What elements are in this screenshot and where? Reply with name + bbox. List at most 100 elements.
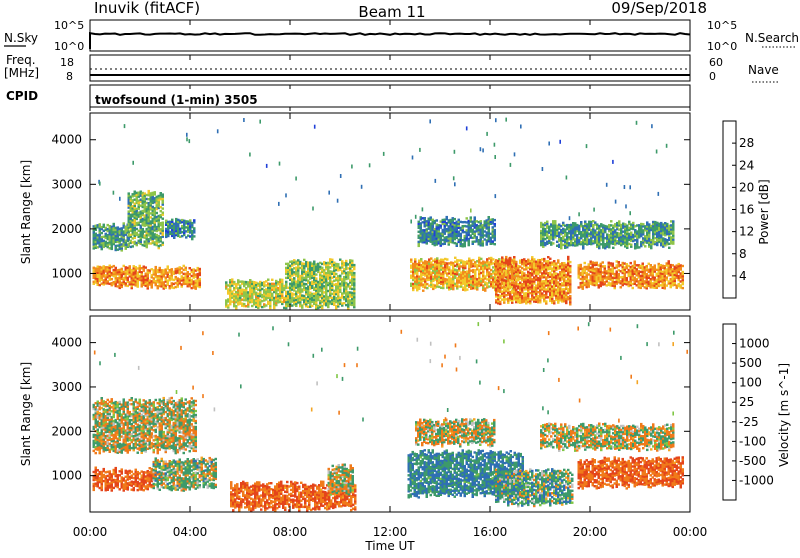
echo-cell [331, 287, 334, 289]
echo-cell [531, 256, 534, 258]
echo-cell [602, 261, 605, 263]
radar-title: Inuvik (fitACF) [94, 0, 200, 17]
echo-cell [410, 259, 413, 261]
echo-cell [162, 207, 165, 209]
echo-cell [567, 256, 570, 258]
echo-cell [642, 263, 645, 265]
echo-cell [668, 260, 671, 262]
echo-cell [604, 265, 607, 267]
echo-cell [446, 258, 449, 260]
echo-cell [424, 217, 427, 219]
echo-cell [494, 219, 497, 221]
echo-cell [580, 221, 583, 223]
echo-cell [313, 261, 316, 263]
echo-cell [154, 191, 157, 193]
echo-cell [115, 267, 118, 269]
freq-label-2: [MHz] [4, 66, 39, 80]
echo-cell [243, 303, 246, 305]
cpid-panel: CPID twofsound (1-min) 3505 [6, 85, 690, 107]
nave-label: Nave [748, 63, 779, 77]
noise-panel: N.Sky 10^5 10^0 10^5 10^0 N.Search [4, 19, 799, 53]
freq-tick-high: 18 [60, 56, 74, 69]
echo-cell [644, 245, 647, 247]
freq-label-1: Freq. [6, 53, 36, 67]
echo-cell [580, 264, 583, 266]
echo-cell [499, 301, 502, 303]
echo-cell [155, 266, 158, 268]
echo-cell [171, 219, 174, 221]
echo-cell [480, 258, 483, 260]
echo-cell [472, 259, 475, 261]
echo-cell [446, 216, 449, 218]
echo-cell [569, 267, 572, 269]
echo-cell [476, 288, 479, 290]
echo-cell [488, 216, 491, 218]
echo-cell [515, 261, 518, 263]
echo-cell [293, 277, 296, 279]
noise-right-tick-high: 10^5 [707, 19, 737, 32]
echo-cell [682, 287, 685, 289]
echo-cell [533, 258, 536, 260]
cpid-label: CPID [6, 89, 38, 103]
echo-cell [552, 242, 555, 244]
echo-cell [162, 212, 165, 214]
echo-cell [584, 262, 587, 264]
echo-cell [626, 277, 629, 279]
echo-cell [121, 268, 124, 270]
echo-cell [162, 218, 165, 220]
echo-cell [632, 222, 635, 224]
echo-cell [281, 279, 284, 281]
echo-cell [612, 247, 615, 249]
echo-cell [134, 205, 137, 207]
echo-cell [339, 275, 342, 277]
echo-cell [509, 257, 512, 259]
echo-cell [596, 262, 599, 264]
echo-region [225, 278, 286, 309]
echo-cell [646, 265, 649, 267]
echo-cell [569, 295, 572, 297]
noise-left-tick-low: 10^0 [54, 40, 84, 53]
echo-cell [430, 216, 433, 218]
echo-cell [335, 273, 338, 275]
echo-cell [664, 281, 667, 283]
echo-cell [569, 261, 572, 263]
noise-sky-trace [90, 33, 690, 49]
echo-cell [636, 242, 639, 244]
cpid-text: twofsound (1-min) 3505 [95, 93, 258, 107]
echo-cell [448, 266, 451, 268]
echo-cell [193, 227, 196, 229]
echo-cell [103, 224, 106, 226]
echo-cell [337, 263, 340, 265]
echo-cell [618, 220, 621, 222]
echo-cell [612, 263, 615, 265]
echo-cell [159, 267, 162, 269]
echo-cell [610, 220, 613, 222]
date-title: 09/Sep/2018 [611, 0, 707, 17]
nave-tick-high: 60 [709, 56, 723, 69]
echo-cell [136, 244, 139, 246]
echo-cell [193, 235, 196, 237]
noise-right-tick-low: 10^0 [707, 40, 737, 53]
echo-cell [436, 219, 439, 221]
echo-cell [562, 222, 565, 224]
echo-cell [476, 236, 479, 238]
echo-cell [225, 281, 228, 283]
echo-cell [156, 212, 159, 214]
echo-cell [151, 286, 154, 288]
echo-cell [165, 287, 168, 289]
echo-cell [331, 259, 334, 261]
echo-cell [128, 192, 131, 194]
echo-cell [584, 221, 587, 223]
echo-cell [494, 223, 497, 225]
echo-cell [494, 229, 497, 231]
echo-cell [545, 300, 548, 302]
echo-cell [569, 303, 572, 305]
echo-cell [632, 287, 635, 289]
freq-tick-low: 8 [66, 70, 73, 83]
echo-cell [474, 216, 477, 218]
echo-cell [123, 222, 126, 224]
echo-cell [630, 262, 633, 264]
noise-right-label: N.Search [745, 31, 799, 45]
echo-cell [468, 242, 471, 244]
echo-cell [113, 223, 116, 225]
